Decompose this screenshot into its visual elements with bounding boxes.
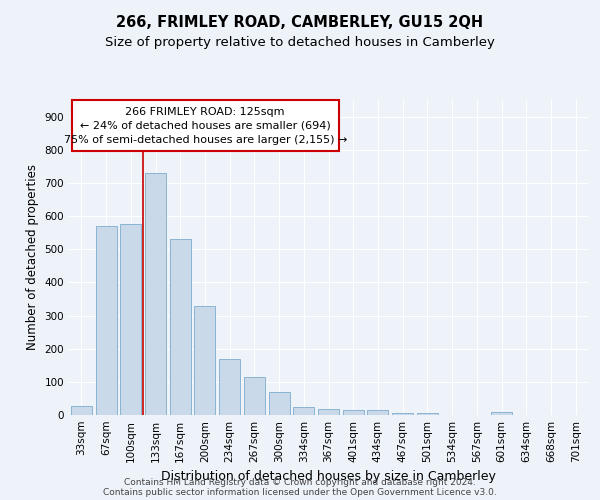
Bar: [269, 392, 290, 415]
Text: Contains HM Land Registry data © Crown copyright and database right 2024.
Contai: Contains HM Land Registry data © Crown c…: [103, 478, 497, 497]
Text: 266 FRIMLEY ROAD: 125sqm
← 24% of detached houses are smaller (694)
75% of semi-: 266 FRIMLEY ROAD: 125sqm ← 24% of detach…: [64, 106, 347, 144]
Text: Size of property relative to detached houses in Camberley: Size of property relative to detached ho…: [105, 36, 495, 49]
Y-axis label: Number of detached properties: Number of detached properties: [26, 164, 39, 350]
FancyBboxPatch shape: [71, 100, 339, 152]
Bar: [293, 406, 314, 415]
Bar: [244, 377, 265, 415]
Bar: [392, 412, 413, 415]
Bar: [219, 358, 240, 415]
Bar: [95, 226, 116, 415]
Text: 266, FRIMLEY ROAD, CAMBERLEY, GU15 2QH: 266, FRIMLEY ROAD, CAMBERLEY, GU15 2QH: [116, 15, 484, 30]
X-axis label: Distribution of detached houses by size in Camberley: Distribution of detached houses by size …: [161, 470, 496, 484]
Bar: [71, 406, 92, 415]
Bar: [170, 240, 191, 415]
Bar: [491, 412, 512, 415]
Bar: [343, 410, 364, 415]
Bar: [145, 173, 166, 415]
Bar: [367, 410, 388, 415]
Bar: [417, 412, 438, 415]
Bar: [318, 409, 339, 415]
Bar: [194, 306, 215, 415]
Bar: [120, 224, 141, 415]
